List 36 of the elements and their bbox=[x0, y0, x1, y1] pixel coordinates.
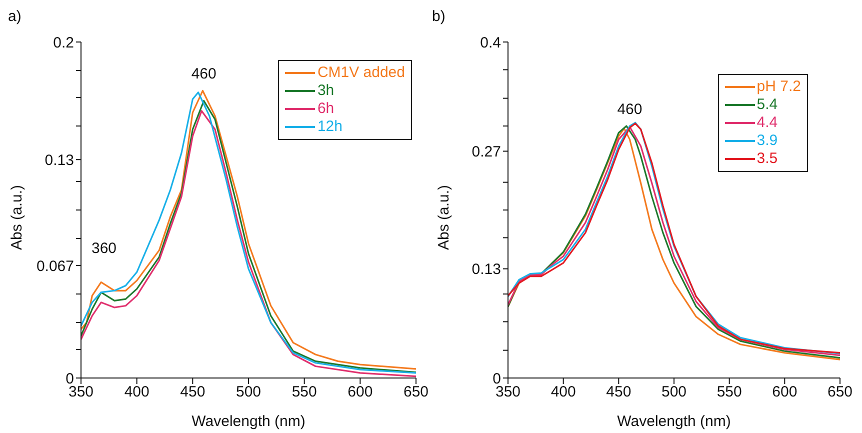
legend-label: pH 7.2 bbox=[756, 78, 801, 96]
legend-label: 3.5 bbox=[756, 150, 778, 168]
x-tick-label: 450 bbox=[180, 384, 206, 401]
chart-title: a) bbox=[8, 8, 22, 25]
x-tick-label: 600 bbox=[348, 384, 373, 401]
x-tick-label: 400 bbox=[550, 384, 576, 401]
x-tick-label: 550 bbox=[716, 384, 742, 401]
x-tick-label: 600 bbox=[772, 384, 798, 401]
x-axis-title: Wavelength (nm) bbox=[617, 413, 731, 430]
x-tick-label: 500 bbox=[236, 384, 262, 401]
legend-label: 12h bbox=[317, 118, 342, 136]
x-tick-label: 650 bbox=[403, 384, 429, 401]
x-tick-label: 450 bbox=[606, 384, 632, 401]
legend-label: 4.4 bbox=[756, 114, 778, 132]
legend-label: CM1V added bbox=[317, 64, 405, 82]
annotation: 460 bbox=[617, 101, 642, 118]
y-tick-label: 0.2 bbox=[53, 34, 74, 52]
x-tick-label: 500 bbox=[661, 384, 687, 401]
legend-label: 3h bbox=[317, 82, 334, 100]
annotation: 360 bbox=[91, 240, 117, 257]
y-tick-label: 0.27 bbox=[472, 144, 501, 161]
y-tick-label: 0.067 bbox=[36, 258, 74, 275]
legend-label: 6h bbox=[317, 100, 334, 118]
y-tick-label: 0.13 bbox=[44, 152, 74, 169]
x-axis-title: Wavelength (nm) bbox=[192, 413, 306, 430]
x-tick-label: 400 bbox=[124, 384, 150, 401]
annotation: 460 bbox=[191, 66, 216, 83]
y-axis-title: Abs (a.u.) bbox=[435, 184, 452, 250]
chart-title: b) bbox=[432, 8, 446, 25]
legend-label: 5.4 bbox=[756, 96, 778, 114]
y-tick-label: 0.4 bbox=[480, 34, 501, 52]
y-tick-label: 0.13 bbox=[472, 261, 501, 278]
x-tick-label: 650 bbox=[827, 384, 853, 401]
x-tick-label: 550 bbox=[292, 384, 317, 401]
y-axis-title: Abs (a.u.) bbox=[8, 184, 26, 250]
legend-label: 3.9 bbox=[756, 132, 778, 150]
